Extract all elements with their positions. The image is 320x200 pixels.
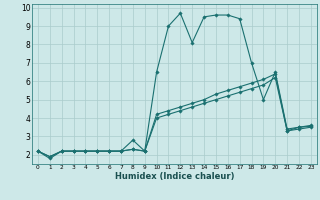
X-axis label: Humidex (Indice chaleur): Humidex (Indice chaleur)	[115, 172, 234, 181]
